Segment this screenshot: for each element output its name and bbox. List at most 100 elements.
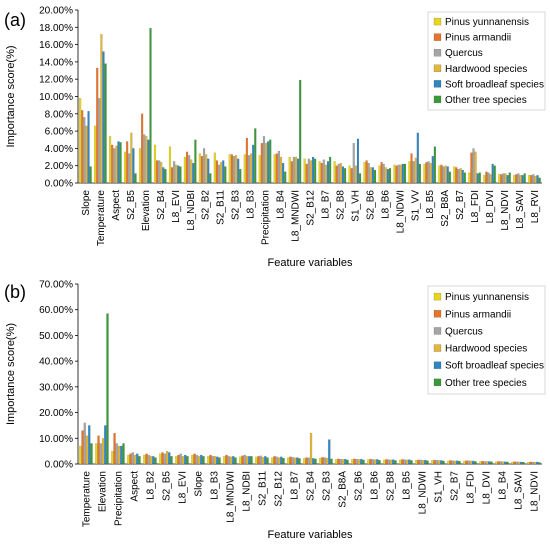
bar (277, 457, 281, 465)
bar (426, 460, 429, 465)
bar (183, 156, 187, 184)
bar (239, 169, 242, 184)
x-tick-label: S2_B3 (322, 471, 333, 501)
bar (474, 461, 477, 465)
bar (258, 155, 261, 184)
bar (260, 143, 263, 184)
bar (250, 456, 253, 465)
bar (207, 456, 210, 465)
bar (143, 134, 146, 184)
bar (294, 156, 298, 184)
bar (538, 462, 541, 465)
x-tick-label: S2_B4 (306, 471, 317, 501)
bar (339, 162, 342, 184)
bar (534, 175, 537, 184)
x-tick-label: S2_B6 (354, 471, 365, 501)
bar (298, 458, 301, 465)
bar (267, 141, 270, 184)
bar (192, 162, 195, 184)
bar (335, 459, 338, 465)
bar (341, 166, 345, 184)
bar (385, 459, 388, 465)
bar (147, 139, 150, 184)
bar (497, 461, 500, 465)
y-tick-label: 10.00% (39, 434, 73, 445)
bar (501, 461, 505, 465)
bar (179, 166, 182, 184)
bar (193, 453, 196, 465)
bar (131, 452, 134, 465)
bar (533, 462, 537, 465)
bar (207, 158, 210, 184)
bar (429, 162, 432, 184)
bar (262, 136, 266, 184)
bar (257, 456, 260, 465)
bar (437, 460, 441, 465)
bar (85, 125, 88, 184)
bar (483, 461, 486, 465)
bar (323, 457, 326, 465)
legend-swatch (433, 95, 442, 104)
bar (243, 454, 246, 465)
x-axis-title: Feature variables (268, 529, 353, 541)
x-tick-label: L8_NDBI (186, 190, 197, 231)
bar (215, 160, 219, 184)
bar (382, 163, 385, 184)
bar (237, 158, 240, 184)
bar (354, 165, 357, 184)
bar (483, 175, 486, 184)
bar (138, 456, 141, 465)
legend-label: Hardwood species (445, 64, 527, 75)
x-tick-label: S1_VH (434, 471, 445, 503)
x-tick-label: S2_B11 (258, 471, 269, 506)
bar (94, 125, 97, 184)
bar (527, 462, 530, 465)
bar (513, 461, 516, 465)
bar (227, 456, 230, 465)
bar (472, 148, 475, 184)
bar (357, 459, 361, 465)
bar (485, 461, 489, 465)
bar (352, 143, 355, 184)
bar (245, 137, 248, 184)
bar (225, 454, 228, 465)
legend-label: Hardwood species (445, 344, 527, 355)
bar (87, 111, 90, 184)
bar (369, 458, 372, 465)
bar (365, 160, 368, 184)
bar (202, 148, 206, 184)
bar (388, 168, 392, 184)
bar (165, 450, 169, 465)
bar (421, 459, 425, 465)
bar (104, 425, 107, 465)
bar (488, 461, 491, 465)
bar (478, 172, 481, 184)
bar (303, 458, 306, 465)
bar (115, 443, 118, 465)
x-tick-label: S2_B8A (440, 190, 451, 227)
legend-swatch (433, 80, 442, 88)
bar (136, 453, 139, 465)
y-tick-label: 50.00% (39, 331, 73, 342)
bar (455, 167, 458, 184)
bar (442, 166, 445, 184)
bar (386, 169, 389, 184)
y-axis-title: Importance score(%) (5, 323, 17, 425)
y-tick-label: 16.00% (39, 40, 73, 51)
y-tick-label: 0.00% (45, 460, 73, 471)
bar (461, 169, 464, 184)
bar (355, 458, 358, 465)
chart-a-svg: 0.00% 2.00% 4.00% 6.00% 8.00% 10.00% 12.00% 14.… (4, 6, 546, 269)
bar (195, 454, 198, 465)
bar (264, 456, 267, 465)
bar (521, 175, 524, 184)
bar (299, 79, 302, 184)
bar (538, 177, 541, 184)
x-tick-label: S2_B5 (126, 190, 137, 220)
bar (499, 461, 502, 465)
bar (159, 453, 162, 465)
bar (346, 459, 349, 465)
bar (147, 454, 150, 465)
x-tick-label: S2_B12 (274, 471, 285, 507)
bar (288, 156, 291, 184)
